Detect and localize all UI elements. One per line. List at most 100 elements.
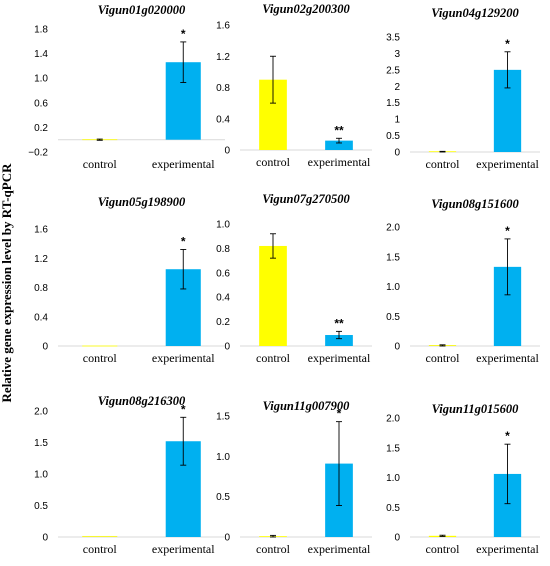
chart-title: Vigun11g007900 (263, 399, 351, 413)
significance-marker: * (181, 402, 186, 416)
chart-title: Vigun04g129200 (431, 6, 519, 20)
y-tick-label: 1.2 (34, 254, 48, 265)
x-category-label: experimental (476, 542, 539, 556)
bar-control (259, 245, 287, 346)
y-tick-label: 0 (394, 342, 400, 353)
y-tick-label: 1.6 (216, 21, 230, 32)
y-tick-label: 0.2 (34, 123, 48, 134)
chart-panel: Vigun05g198900 0 0.4 0.8 1.2 1.6 control * exper… (34, 195, 225, 365)
x-category-label: experimental (476, 157, 539, 171)
x-category-label: experimental (152, 157, 215, 171)
y-tick-label: 0.5 (386, 131, 400, 142)
x-category-label: experimental (476, 351, 539, 365)
significance-marker: * (505, 224, 510, 238)
y-tick-label: 1.8 (34, 25, 48, 36)
y-tick-label: 1.4 (34, 49, 48, 60)
bar-control (82, 535, 118, 537)
y-tick-label: 2.0 (386, 223, 400, 234)
chart-panels: Vigun01g020000 −0.2 0.2 0.6 1.0 1.4 1.8 control… (28, 2, 540, 556)
chart-panel: Vigun08g151600 0 0.5 1.0 1.5 2.0 control * exper… (386, 197, 540, 365)
y-tick-label: 1.0 (386, 282, 400, 293)
significance-marker: ** (334, 316, 344, 330)
x-category-label: control (83, 542, 118, 556)
significance-marker: * (181, 234, 186, 248)
y-tick-label: 3.5 (386, 33, 400, 44)
chart-title: Vigun08g151600 (431, 197, 519, 211)
bar-control (82, 345, 118, 347)
chart-panel: Vigun11g007900 0 0.5 1.0 1.5 control * experime… (216, 399, 372, 556)
x-category-label: control (256, 351, 291, 365)
chart-title: Vigun08g216300 (98, 394, 186, 408)
y-tick-label: 1.0 (386, 473, 400, 484)
chart-panel: Vigun04g129200 0 0.5 1 1.5 2 2.5 3 3.5 control * ex… (386, 6, 540, 171)
chart-panel: Vigun07g270500 0 0.2 0.4 0.6 0.8 1.0 control ** e… (216, 192, 372, 365)
chart-panel: Vigun11g015600 0 0.5 1.0 1.5 2.0 control * exper… (386, 402, 540, 556)
y-tick-label: −0.2 (28, 148, 48, 159)
y-tick-label: 1.5 (216, 412, 230, 423)
chart-panel: Vigun08g216300 0 0.5 1.0 1.5 2.0 control * exper… (34, 394, 225, 556)
y-tick-label: 1.5 (386, 252, 400, 263)
y-tick-label: 2 (394, 82, 400, 93)
x-category-label: control (256, 155, 291, 169)
y-tick-label: 0.5 (386, 312, 400, 323)
y-tick-label: 0.8 (34, 283, 48, 294)
significance-marker: ** (334, 123, 344, 137)
bar-experimental (325, 335, 353, 346)
bar-experimental (325, 140, 353, 150)
y-tick-label: 0.8 (216, 83, 230, 94)
y-tick-label: 0 (394, 533, 400, 544)
x-category-label: control (256, 542, 291, 556)
significance-marker: * (505, 429, 510, 443)
y-tick-label: 0 (394, 148, 400, 159)
y-tick-label: 1.0 (216, 220, 230, 231)
y-tick-label: 1.5 (34, 438, 48, 449)
x-category-label: control (426, 542, 461, 556)
y-tick-label: 0.5 (216, 492, 230, 503)
y-tick-label: 0.8 (216, 244, 230, 255)
significance-marker: * (505, 37, 510, 51)
y-tick-label: 0.4 (216, 293, 230, 304)
x-category-label: control (426, 351, 461, 365)
y-tick-label: 0.4 (216, 114, 230, 125)
chart-panel: Vigun02g200300 0 0.4 0.8 1.2 1.6 control ** expe… (216, 2, 372, 169)
y-tick-label: 1.2 (216, 52, 230, 63)
y-tick-label: 0.6 (216, 268, 230, 279)
y-tick-label: 1.0 (34, 74, 48, 85)
x-category-label: control (426, 157, 461, 171)
x-category-label: control (83, 157, 118, 171)
y-tick-label: 0 (224, 342, 230, 353)
shared-y-axis-label: Relative gene expression level by RT-qPC… (0, 163, 14, 403)
y-tick-label: 1 (394, 115, 400, 126)
x-category-label: experimental (152, 542, 215, 556)
chart-title: Vigun01g020000 (98, 3, 186, 17)
y-tick-label: 0 (224, 533, 230, 544)
y-tick-label: 1.5 (386, 98, 400, 109)
y-tick-label: 2.0 (34, 407, 48, 418)
y-tick-label: 1.0 (216, 452, 230, 463)
x-category-label: experimental (308, 155, 371, 169)
y-tick-label: 2.0 (386, 414, 400, 425)
y-tick-label: 1.0 (34, 470, 48, 481)
chart-title: Vigun02g200300 (262, 2, 350, 16)
y-tick-label: 1.6 (34, 225, 48, 236)
y-tick-label: 0.2 (216, 317, 230, 328)
x-category-label: experimental (308, 351, 371, 365)
x-category-label: control (83, 351, 118, 365)
y-tick-label: 0.5 (34, 501, 48, 512)
y-tick-label: 3 (394, 49, 400, 60)
y-tick-label: 0.4 (34, 312, 48, 323)
y-tick-label: 0 (224, 146, 230, 157)
y-tick-label: 0 (42, 533, 48, 544)
significance-marker: * (337, 407, 342, 421)
chart-title: Vigun05g198900 (98, 195, 186, 209)
x-category-label: experimental (152, 351, 215, 365)
chart-panel: Vigun01g020000 −0.2 0.2 0.6 1.0 1.4 1.8 control… (28, 3, 225, 171)
y-tick-label: 0.5 (386, 503, 400, 514)
y-tick-label: 2.5 (386, 65, 400, 76)
y-tick-label: 1.5 (386, 443, 400, 454)
y-tick-label: 0.6 (34, 98, 48, 109)
significance-marker: * (181, 27, 186, 41)
x-category-label: experimental (308, 542, 371, 556)
